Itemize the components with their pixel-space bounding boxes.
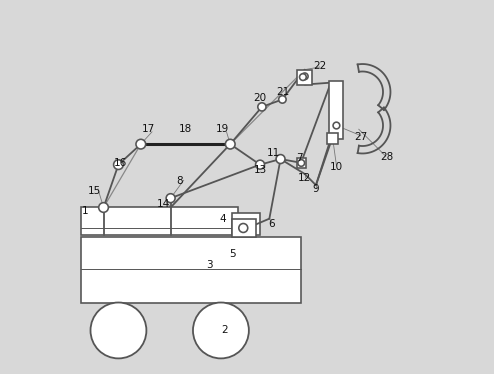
Text: 3: 3 <box>206 260 213 270</box>
Text: 22: 22 <box>313 61 326 71</box>
Text: 20: 20 <box>253 93 267 102</box>
Text: 18: 18 <box>179 124 192 134</box>
Circle shape <box>114 160 124 169</box>
Circle shape <box>239 224 248 233</box>
Text: 12: 12 <box>298 173 311 183</box>
Circle shape <box>279 96 286 103</box>
Circle shape <box>166 194 175 203</box>
Text: 16: 16 <box>114 158 127 168</box>
Circle shape <box>136 139 146 149</box>
Text: 2: 2 <box>221 325 228 335</box>
Text: 19: 19 <box>216 124 229 134</box>
Text: 27: 27 <box>354 132 367 142</box>
Text: 14: 14 <box>157 199 170 209</box>
Circle shape <box>276 154 285 163</box>
Text: 8: 8 <box>177 177 183 186</box>
Circle shape <box>225 139 235 149</box>
Text: 11: 11 <box>266 148 280 159</box>
Text: 17: 17 <box>142 124 155 134</box>
Text: 15: 15 <box>87 186 101 196</box>
Bar <box>232 213 260 236</box>
Circle shape <box>258 103 266 111</box>
Text: 7: 7 <box>296 153 302 163</box>
Text: 1: 1 <box>82 206 88 216</box>
Circle shape <box>255 160 264 169</box>
Circle shape <box>333 122 340 129</box>
Bar <box>327 133 338 144</box>
Text: 21: 21 <box>276 87 289 97</box>
Circle shape <box>193 303 249 358</box>
Text: 28: 28 <box>380 152 393 162</box>
Text: 5: 5 <box>229 249 236 259</box>
Text: 10: 10 <box>330 162 343 172</box>
Text: 13: 13 <box>253 165 267 175</box>
Bar <box>81 208 238 236</box>
Circle shape <box>90 303 146 358</box>
Bar <box>329 81 343 138</box>
Circle shape <box>298 160 305 166</box>
Circle shape <box>301 73 308 80</box>
Bar <box>296 158 306 168</box>
Text: 4: 4 <box>219 214 226 224</box>
Text: 6: 6 <box>268 219 275 229</box>
Bar <box>232 219 256 237</box>
Text: 9: 9 <box>313 184 319 194</box>
Circle shape <box>299 74 306 80</box>
Circle shape <box>99 203 108 212</box>
Bar <box>81 237 301 303</box>
Bar <box>297 70 312 85</box>
